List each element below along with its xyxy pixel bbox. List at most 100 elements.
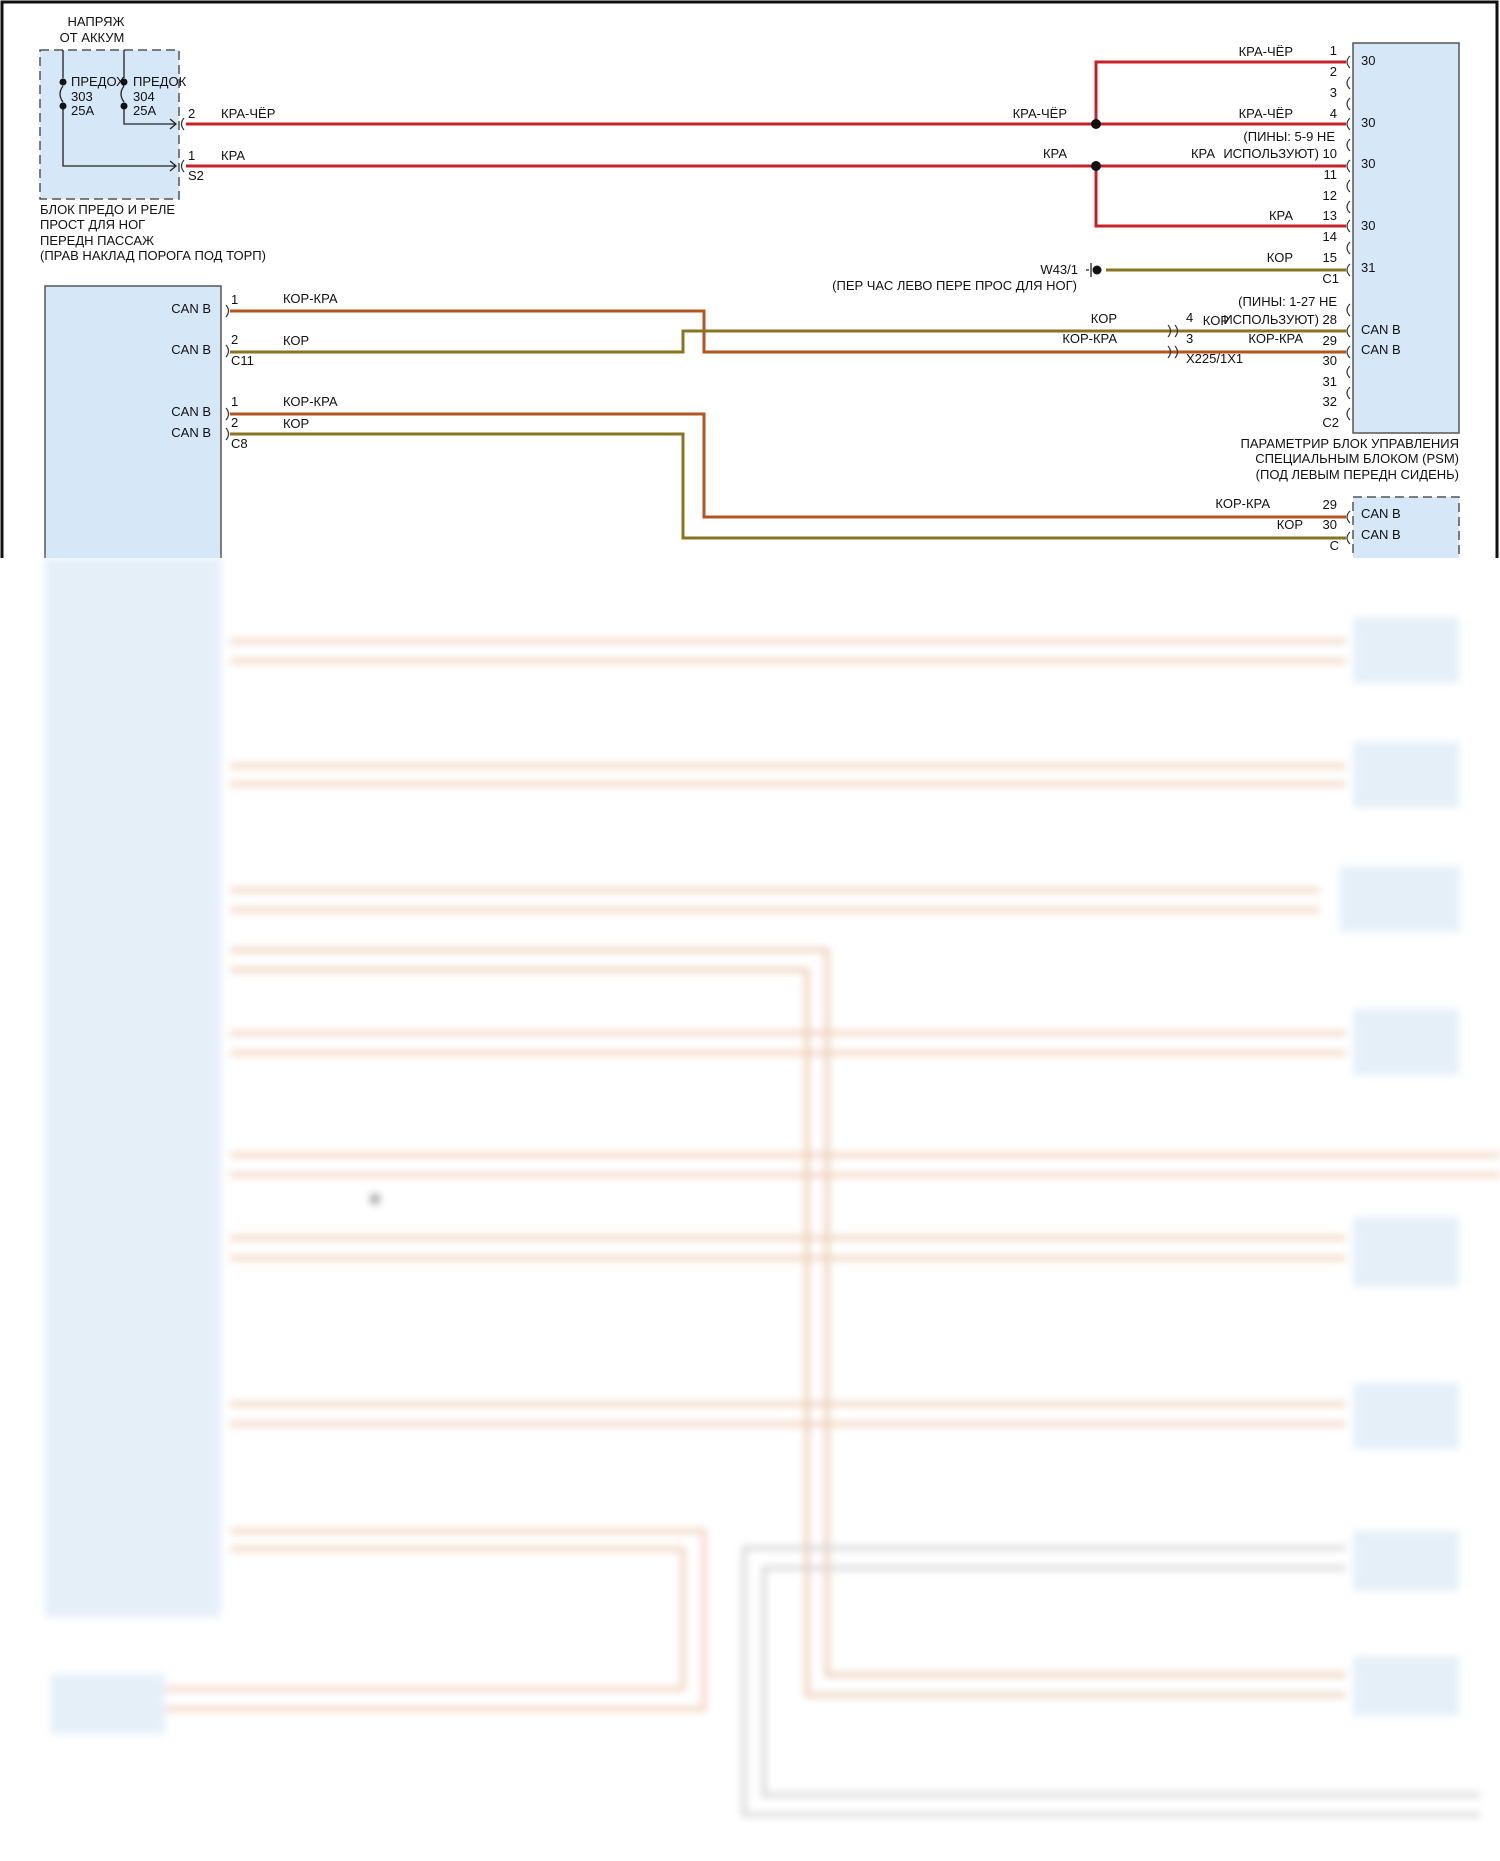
wire-label: КОР	[283, 416, 309, 431]
s2-pin-2: 2	[188, 106, 195, 121]
wire-label: КРА	[1269, 208, 1293, 223]
pin-number: 4	[1186, 310, 1193, 325]
wire-can-brown-c8	[230, 432, 1346, 540]
fuse-relay-box: ПРЕДОХ 303 25A ПРЕДОК 304 25A 2 1 S2	[39, 49, 204, 200]
inline-connector-x225	[1167, 324, 1179, 359]
connector-c8: C8	[231, 436, 248, 451]
terminal-label: CAN B	[1361, 322, 1401, 337]
fuse-303-label: ПРЕДОХ	[71, 74, 125, 89]
wire-can-brown-c11	[230, 329, 1346, 354]
wire-label: КОР-КРА	[1062, 331, 1117, 346]
connector-c1-cavities	[1346, 55, 1351, 421]
pin-number: 1	[231, 394, 238, 409]
fuse-304-number: 304	[133, 89, 155, 104]
can-label: CAN B	[171, 404, 211, 419]
wire-label: КОР-КРА	[283, 291, 338, 306]
ground-location: (ПЕР ЧАС ЛЕВО ПЕРЕ ПРОС ДЛЯ НОГ)	[832, 278, 1077, 293]
wire-label: КОР	[1277, 517, 1303, 532]
wire-red-black-branch	[1094, 60, 1346, 124]
fuse-303-number: 303	[71, 89, 93, 104]
pin-number: 1	[231, 292, 238, 307]
connector-c2: C2	[1322, 415, 1339, 430]
pin-number: 2	[231, 415, 238, 430]
wire-label: КОР	[1091, 311, 1117, 326]
wire-label: КРА	[1043, 146, 1067, 161]
terminal-label: 30	[1361, 156, 1375, 171]
psm-caption: ПАРАМЕТРИР БЛОК УПРАВЛЕНИЯ	[1240, 436, 1459, 451]
splice-dot	[1091, 119, 1101, 129]
fuse-304-rating: 25A	[133, 103, 156, 118]
blurred-region	[0, 558, 1500, 1861]
pin-number: 29	[1323, 497, 1337, 512]
pin-number: 3	[1186, 331, 1193, 346]
connector-c11: C11	[231, 353, 254, 368]
fuse-304-label: ПРЕДОК	[133, 74, 187, 89]
wire-label: КОР-КРА	[283, 394, 338, 409]
wire-label: КРА	[221, 148, 245, 163]
can-label: CAN B	[171, 342, 211, 357]
unused-pins-note: ИСПОЛЬЗУЮТ) 10	[1223, 146, 1337, 161]
terminal-label: 30	[1361, 53, 1375, 68]
ground-point	[1086, 263, 1102, 277]
fuse-box-caption: БЛОК ПРЕДО И РЕЛЕ	[40, 202, 175, 217]
psm-caption: (ПОД ЛЕВЫМ ПЕРЕДН СИДЕНЬ)	[1256, 467, 1459, 482]
wire-label: КРА-ЧЁР	[221, 106, 275, 121]
pin-number: 1	[1330, 43, 1337, 58]
pin-number: 2	[231, 332, 238, 347]
wire-label: КОР	[1267, 250, 1293, 265]
connector-label: C	[1330, 538, 1339, 553]
pin-number: 31	[1323, 374, 1337, 389]
can-label: CAN B	[171, 425, 211, 440]
unused-pins-note: (ПИНЫ: 5-9 НЕ	[1243, 129, 1335, 144]
wire-label: КРА-ЧЁР	[1239, 44, 1293, 59]
terminal-label: CAN B	[1361, 342, 1401, 357]
unused-pins-note: (ПИНЫ: 1-27 НЕ	[1238, 294, 1337, 309]
power-source-label-2: ОТ АККУМ	[60, 30, 125, 45]
psm-caption: СПЕЦИАЛЬНЫМ БЛОКОМ (PSM)	[1255, 451, 1459, 466]
wire-label: КОР-КРА	[1248, 331, 1303, 346]
power-source-label: НАПРЯЖ	[67, 14, 124, 29]
connector-c1: C1	[1322, 271, 1339, 286]
pin-number: 30	[1323, 517, 1337, 532]
pin-number: 14	[1323, 229, 1337, 244]
wire-label: КОР	[283, 333, 309, 348]
wire-can-brown-red-c8	[230, 412, 1346, 519]
wire-label: КРА	[1191, 146, 1215, 161]
connector-s2: S2	[188, 168, 204, 183]
pin-number: 15	[1323, 250, 1337, 265]
terminal-label: 30	[1361, 218, 1375, 233]
pin-number: 11	[1324, 167, 1338, 182]
can-label: CAN B	[171, 301, 211, 316]
gateway-connector-cavities	[225, 304, 230, 441]
wire-label: КОР-КРА	[1215, 496, 1270, 511]
wire-label: КРА-ЧЁР	[1013, 106, 1067, 121]
splice-dot	[1091, 161, 1101, 171]
wire-label: КОР	[1203, 313, 1229, 328]
wire-red-branch	[1094, 166, 1346, 228]
fuse-box-caption: ПЕРЕДН ПАССАЖ	[40, 233, 154, 248]
pin-number: 32	[1323, 394, 1337, 409]
pin-number: 3	[1330, 85, 1337, 100]
terminal-label: 31	[1361, 260, 1375, 275]
fuse-box-caption: ПРОСТ ДЛЯ НОГ	[40, 217, 145, 232]
pin-number: 30	[1323, 353, 1337, 368]
terminal-label: 30	[1361, 115, 1375, 130]
pin-number: 4	[1330, 106, 1337, 121]
pin-number: 2	[1330, 64, 1337, 79]
unused-pins-note: ИСПОЛЬЗУЮТ) 28	[1223, 312, 1337, 327]
fuse-304-terminal	[120, 78, 128, 86]
terminal-label: CAN B	[1361, 506, 1401, 521]
pin-number: 13	[1323, 208, 1337, 223]
pin-number: 12	[1323, 188, 1337, 203]
wire-label: КРА-ЧЁР	[1239, 106, 1293, 121]
fuse-box-caption: (ПРАВ НАКЛАД ПОРОГА ПОД ТОРП)	[40, 248, 266, 263]
fuse-303-terminal	[59, 78, 67, 86]
s2-pin-1: 1	[188, 148, 195, 163]
inline-connector-id: X225/1X1	[1186, 351, 1243, 366]
ground-id: W43/1	[1040, 262, 1078, 277]
pin-number: 29	[1323, 333, 1337, 348]
terminal-label: CAN B	[1361, 527, 1401, 542]
fuse-303-rating: 25A	[71, 103, 94, 118]
psm-module	[1352, 42, 1460, 434]
